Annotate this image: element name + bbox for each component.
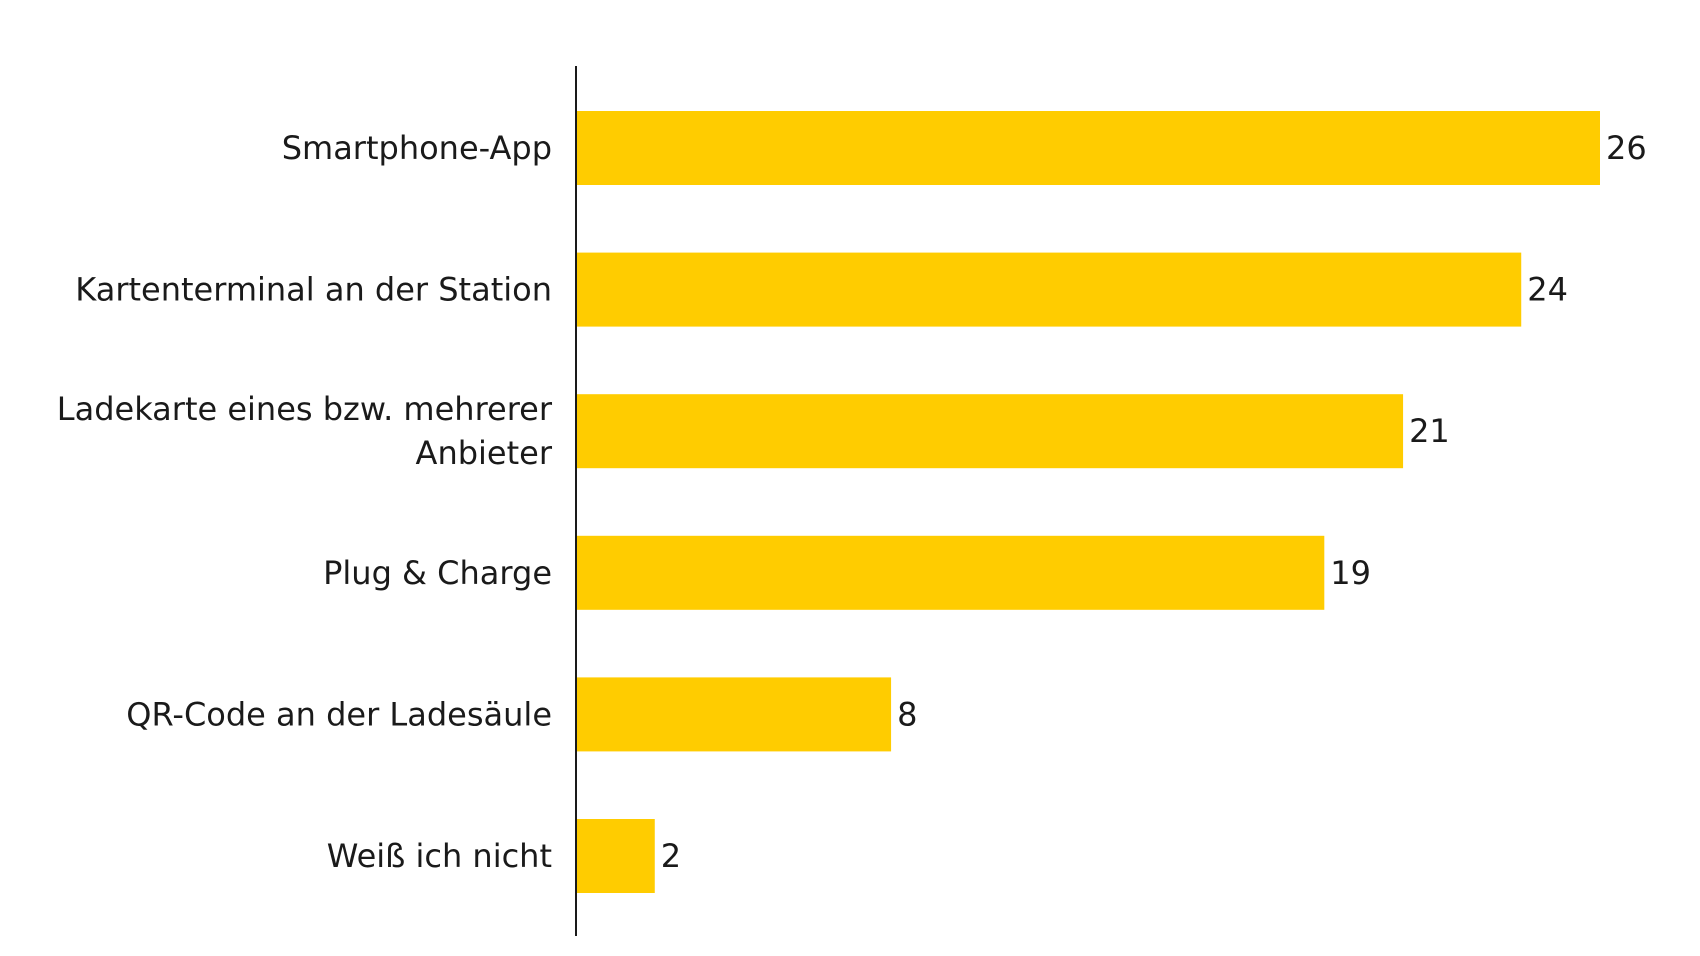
bar-5 — [576, 819, 655, 893]
category-labels-group: Smartphone-App Kartenterminal an der Stat… — [57, 129, 553, 875]
category-label-line: QR-Code an der Ladesäule — [126, 695, 552, 733]
value-label-1: 24 — [1527, 271, 1568, 309]
bar-2 — [576, 394, 1404, 469]
value-label-4: 8 — [897, 695, 917, 733]
value-labels-group: 26 24 21 19 8 2 — [661, 129, 1647, 875]
category-label-2: Ladekarte eines bzw. mehrerer Anbieter — [57, 390, 553, 472]
bars-group — [576, 111, 1600, 893]
category-label-0: Smartphone-App — [282, 129, 552, 167]
value-label-0: 26 — [1606, 129, 1647, 167]
category-label-line: Plug & Charge — [323, 554, 552, 592]
category-label-line: Ladekarte eines bzw. mehrerer — [57, 390, 553, 428]
category-label-1: Kartenterminal an der Station — [75, 271, 552, 309]
value-label-3: 19 — [1330, 554, 1371, 592]
category-label-line: Smartphone-App — [282, 129, 552, 167]
bar-3 — [576, 535, 1325, 610]
value-label-2: 21 — [1409, 412, 1450, 450]
bar-4 — [576, 677, 892, 752]
category-label-line: Kartenterminal an der Station — [75, 271, 552, 309]
category-label-line: Anbieter — [416, 434, 553, 472]
category-label-line: Weiß ich nicht — [327, 837, 552, 875]
bar-0 — [576, 111, 1600, 185]
category-label-5: Weiß ich nicht — [327, 837, 552, 875]
value-label-5: 2 — [661, 837, 681, 875]
bar-1 — [576, 252, 1522, 327]
category-label-4: QR-Code an der Ladesäule — [126, 695, 552, 733]
category-label-3: Plug & Charge — [323, 554, 552, 592]
